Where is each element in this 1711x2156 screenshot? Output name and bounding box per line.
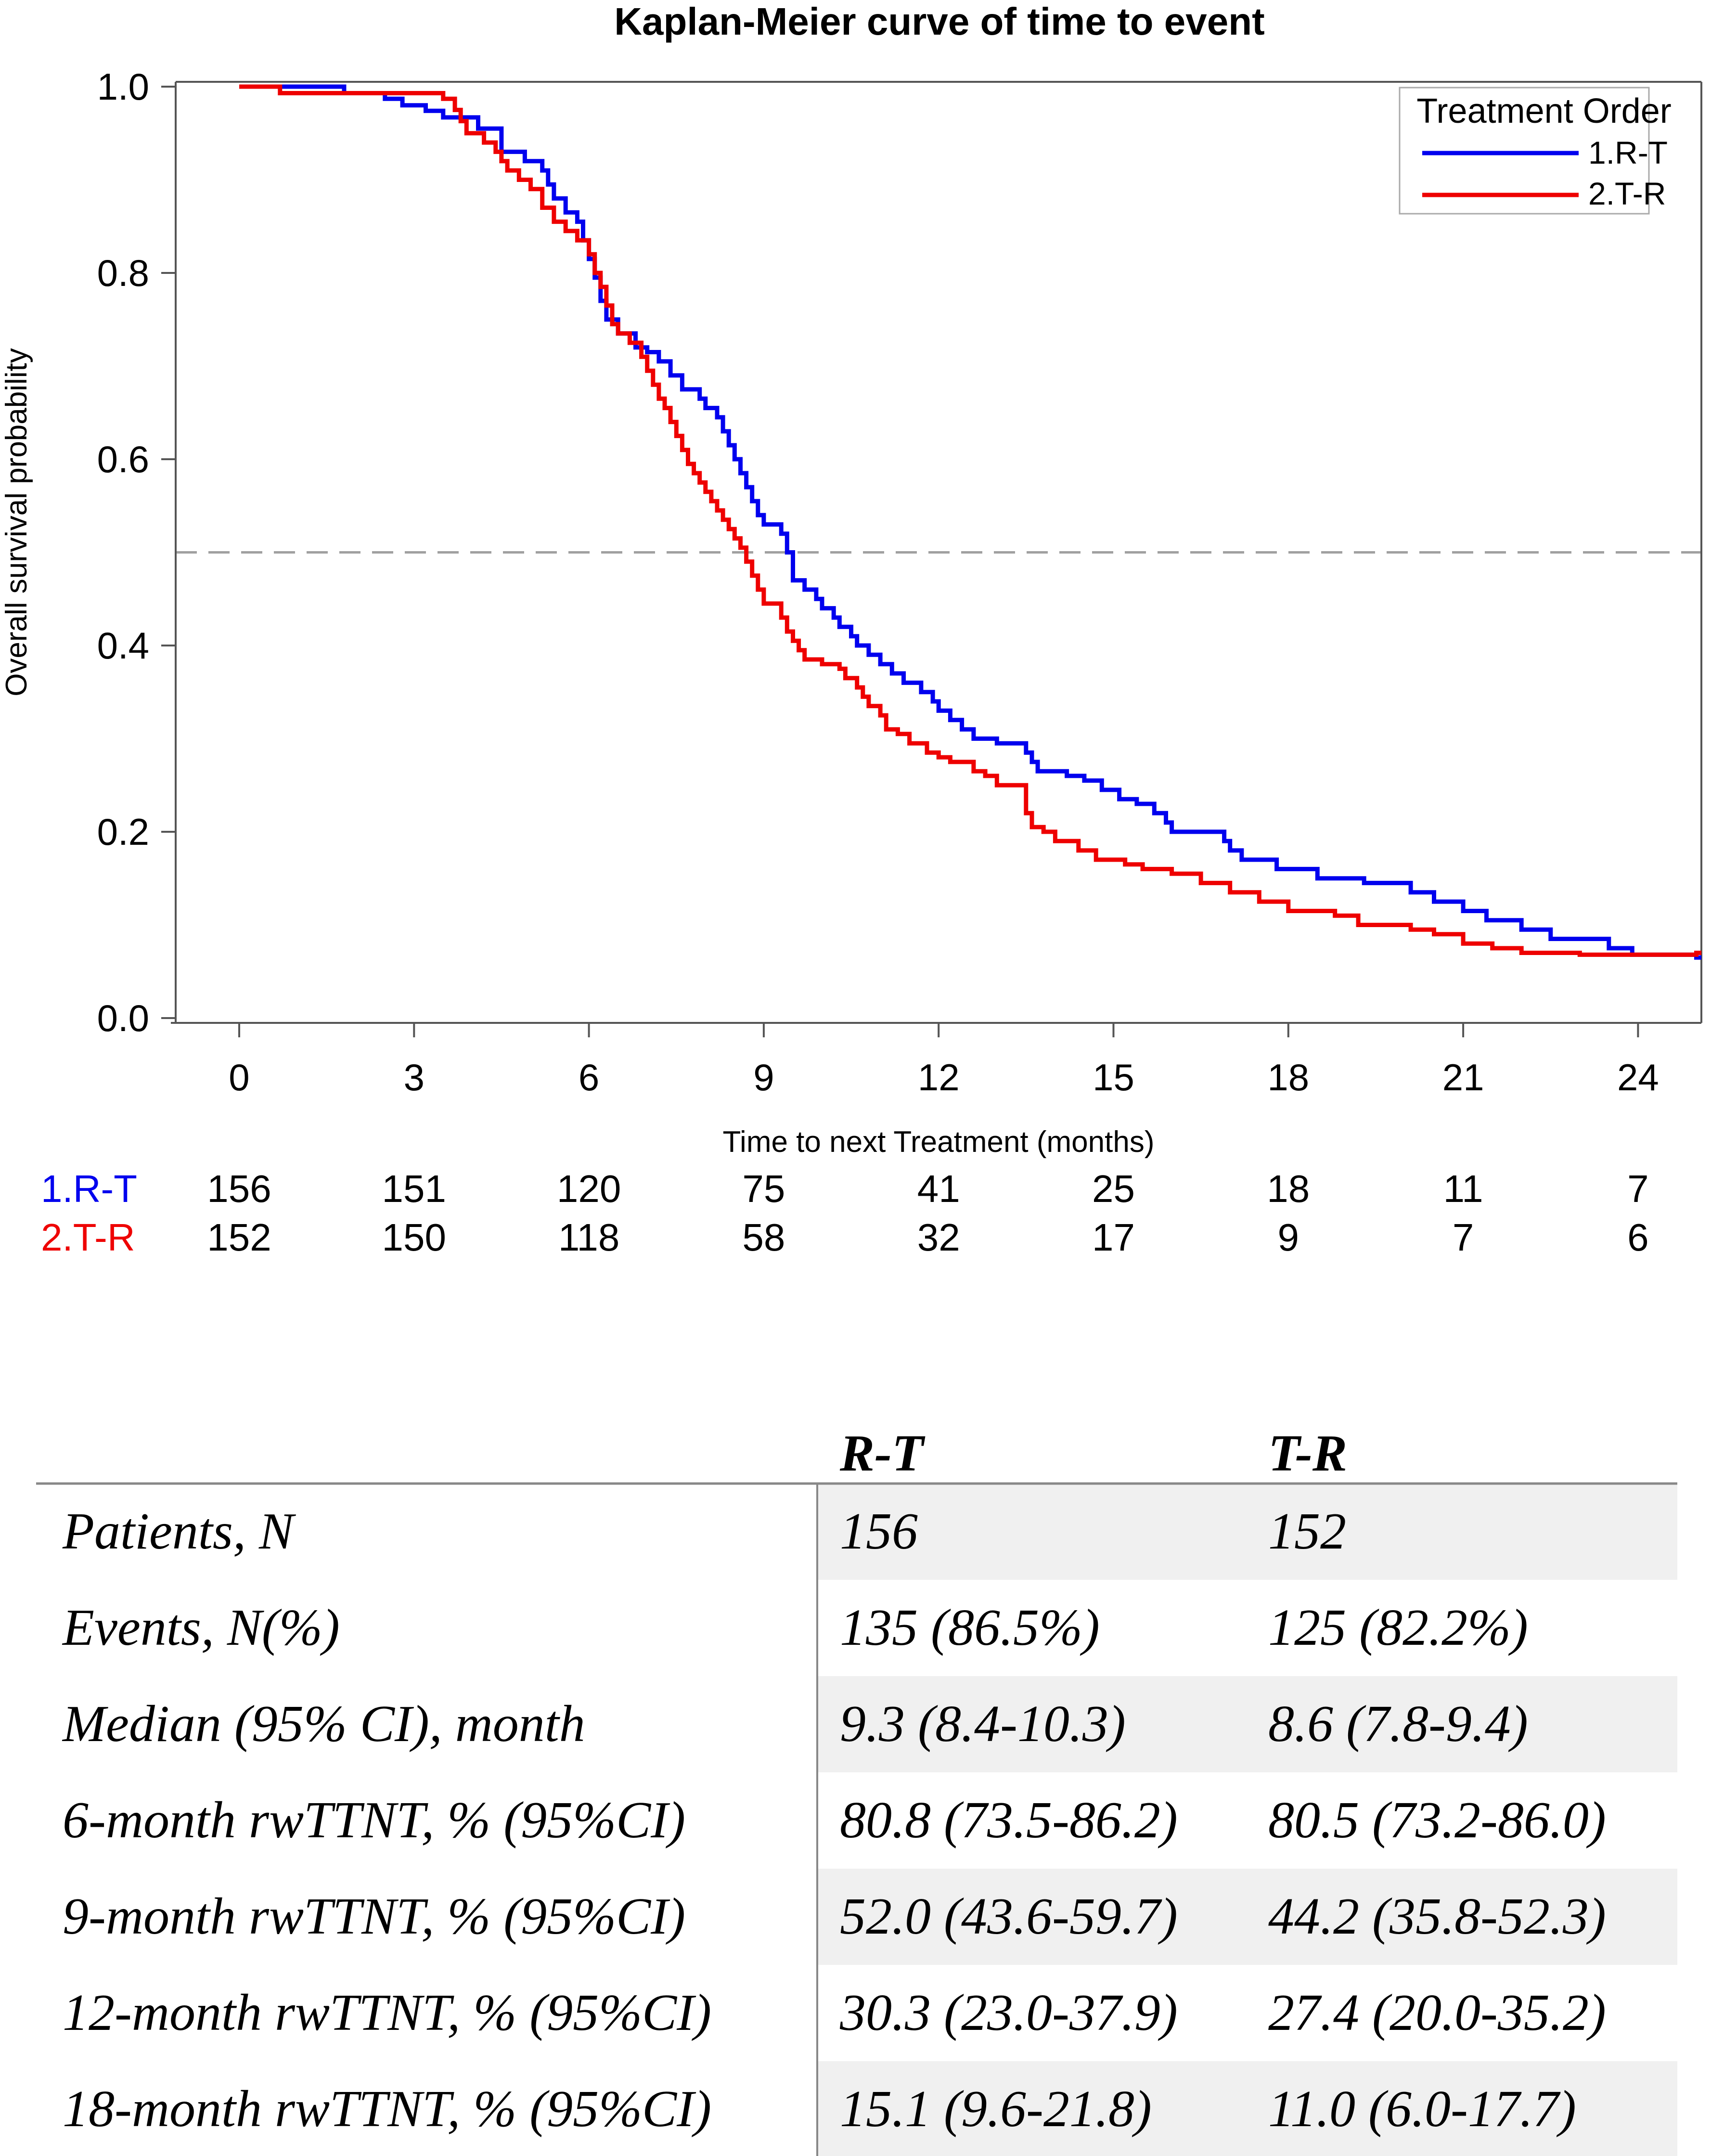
- x-tick-label: 9: [753, 1056, 774, 1098]
- risk-count: 118: [558, 1216, 620, 1259]
- risk-count: 7: [1627, 1167, 1649, 1210]
- summary-cell: 15.1 (9.6-21.8): [840, 2080, 1152, 2138]
- risk-count: 156: [207, 1167, 271, 1210]
- risk-count: 120: [557, 1167, 621, 1210]
- x-tick-label: 21: [1442, 1056, 1484, 1098]
- summary-row-shade: [817, 1484, 1677, 1580]
- x-tick-label: 18: [1267, 1056, 1309, 1098]
- risk-table: 1.R-T 156 151 120 75 41 25 18 11 7 2.T-R 152 150 118 5…: [41, 1167, 1649, 1259]
- x-tick-label: 15: [1093, 1056, 1134, 1098]
- risk-count: 152: [207, 1216, 271, 1259]
- summary-row-label: Events, N(%): [62, 1599, 340, 1656]
- risk-count: 7: [1453, 1216, 1474, 1259]
- y-tick-label: 0.8: [97, 252, 149, 294]
- summary-header: R-T: [839, 1425, 926, 1482]
- summary-cell: 27.4 (20.0-35.2): [1268, 1984, 1606, 2041]
- survival-curve-t-r: [239, 84, 1701, 957]
- legend-title: Treatment Order: [1416, 92, 1672, 130]
- x-tick-label: 6: [579, 1056, 599, 1098]
- risk-count: 9: [1278, 1216, 1299, 1259]
- summary-cell: 152: [1268, 1503, 1346, 1560]
- risk-row-label: 1.R-T: [41, 1167, 137, 1210]
- y-tick-label: 0.0: [97, 997, 149, 1039]
- x-tick-label: 3: [404, 1056, 425, 1098]
- summary-cell: 9.3 (8.4-10.3): [840, 1695, 1126, 1753]
- summary-cell: 52.0 (43.6-59.7): [840, 1888, 1178, 1945]
- x-tick-label: 12: [918, 1056, 960, 1098]
- y-tick-label: 0.6: [97, 438, 149, 480]
- chart-title: Kaplan-Meier curve of time to event: [614, 0, 1264, 43]
- summary-table: R-T T-R Patients, N 156 152 Events, N(%) 135 (…: [36, 1425, 1677, 2156]
- y-tick-label: 1.0: [97, 65, 149, 108]
- survival-curve-r-t: [239, 84, 1701, 960]
- risk-count: 17: [1092, 1216, 1135, 1259]
- summary-header: T-R: [1268, 1425, 1347, 1482]
- summary-cell: 8.6 (7.8-9.4): [1268, 1695, 1528, 1753]
- x-tick-label: 24: [1617, 1056, 1659, 1098]
- risk-count: 11: [1443, 1167, 1483, 1210]
- risk-count: 75: [742, 1167, 785, 1210]
- summary-row-label: 6-month rwTTNT, % (95%CI): [63, 1792, 685, 1849]
- summary-row-shade: [817, 1676, 1677, 1772]
- summary-row-label: 18-month rwTTNT, % (95%CI): [63, 2080, 711, 2138]
- summary-cell: 135 (86.5%): [840, 1599, 1100, 1656]
- summary-row-label: 9-month rwTTNT, % (95%CI): [63, 1888, 685, 1945]
- x-axis-label: Time to next Treatment (months): [722, 1125, 1154, 1159]
- risk-count: 58: [742, 1216, 785, 1259]
- risk-count: 32: [917, 1216, 960, 1259]
- y-tick-label: 0.4: [97, 624, 149, 667]
- risk-count: 25: [1092, 1167, 1135, 1210]
- summary-row-label: Median (95% CI), month: [62, 1695, 585, 1753]
- risk-row-label: 2.T-R: [41, 1216, 135, 1259]
- summary-cell: 30.3 (23.0-37.9): [839, 1984, 1178, 2041]
- risk-count: 151: [382, 1167, 446, 1210]
- legend-label-t-r: 2.T-R: [1588, 176, 1666, 211]
- x-tick-label: 0: [229, 1056, 249, 1098]
- summary-cell: 156: [840, 1503, 918, 1560]
- summary-row-label: 12-month rwTTNT, % (95%CI): [63, 1984, 711, 2041]
- summary-row-shade: [817, 1869, 1677, 1965]
- risk-count: 6: [1627, 1216, 1649, 1259]
- risk-count: 18: [1267, 1167, 1310, 1210]
- risk-count: 150: [382, 1216, 446, 1259]
- summary-cell: 44.2 (35.8-52.3): [1268, 1888, 1606, 1945]
- y-axis-label: Overall survival probability: [0, 348, 33, 697]
- summary-row-label: Patients, N: [62, 1503, 296, 1560]
- summary-cell: 11.0 (6.0-17.7): [1268, 2080, 1576, 2138]
- summary-cell: 80.8 (73.5-86.2): [840, 1792, 1178, 1849]
- legend-box: [1399, 87, 1650, 215]
- summary-cell: 125 (82.2%): [1268, 1599, 1528, 1656]
- legend-label-r-t: 1.R-T: [1588, 135, 1668, 170]
- y-tick-label: 0.2: [97, 811, 149, 853]
- risk-count: 41: [917, 1167, 960, 1210]
- legend: Treatment Order 1.R-T 2.T-R: [1399, 87, 1672, 215]
- summary-row-shade: [817, 2061, 1677, 2156]
- summary-cell: 80.5 (73.2-86.0): [1268, 1792, 1606, 1849]
